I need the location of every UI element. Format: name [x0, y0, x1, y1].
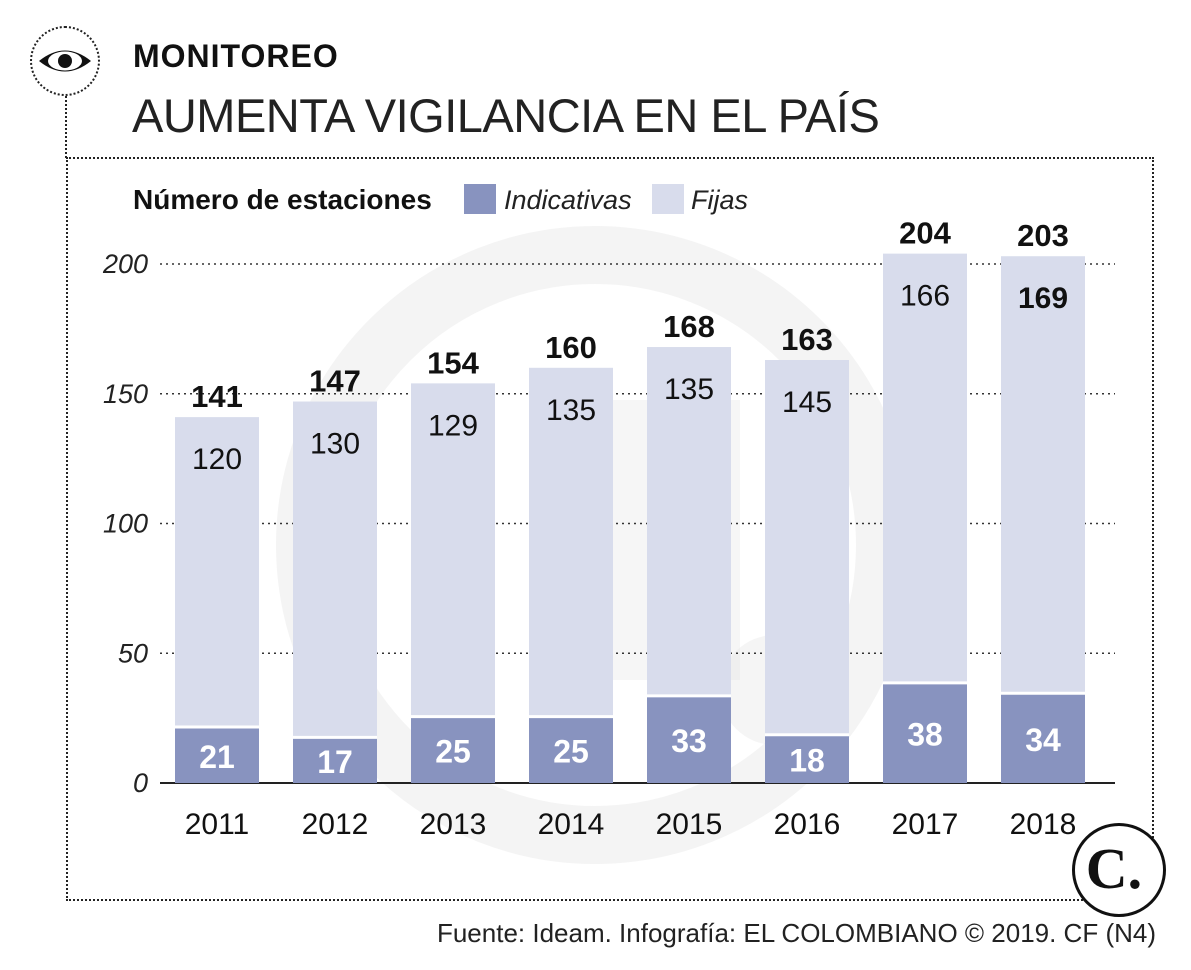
eye-icon	[39, 50, 91, 72]
el-colombiano-logo: C.	[1086, 836, 1142, 901]
x-category-label: 2016	[774, 808, 841, 841]
indicativas-value-label: 18	[789, 743, 825, 779]
fijas-value-label: 145	[782, 386, 832, 419]
x-category-label: 2015	[656, 808, 723, 841]
bar-segment-fijas	[293, 401, 377, 739]
indicativas-value-label: 17	[317, 744, 353, 780]
bar-segment-separator	[411, 715, 495, 719]
indicativas-value-label: 25	[435, 734, 471, 770]
indicativas-value-label: 38	[907, 717, 943, 753]
x-category-label: 2014	[538, 808, 605, 841]
bar-segment-fijas	[175, 417, 259, 729]
y-tick-label: 50	[118, 638, 148, 668]
x-category-label: 2011	[185, 808, 250, 841]
bar-segment-separator	[529, 715, 613, 719]
chart-labels: 21 120 141 2011 17 130 147 2012 25 129 154 2013 25 13…	[185, 216, 1077, 841]
fijas-value-label: 166	[900, 280, 950, 313]
bar-segment-indicativas	[175, 728, 259, 783]
bar-segment-separator	[765, 733, 849, 737]
chart-bars	[175, 253, 1085, 783]
fijas-value-label: 120	[192, 443, 242, 476]
fijas-value-label: 129	[428, 409, 478, 442]
page-title: AUMENTA VIGILANCIA EN EL PAÍS	[132, 89, 880, 142]
fijas-value-label: 135	[664, 373, 714, 406]
total-value-label: 203	[1017, 218, 1069, 253]
chart-legend: Número de estaciones Indicativas Fijas	[133, 184, 748, 215]
kicker-title: MONITOREO	[133, 38, 339, 74]
total-value-label: 204	[899, 216, 951, 251]
x-category-label: 2017	[892, 808, 959, 841]
bar-segment-separator	[1001, 691, 1085, 695]
bar-segment-fijas	[765, 360, 849, 737]
bar-segment-indicativas	[765, 736, 849, 783]
y-tick-label: 0	[133, 768, 148, 798]
svg-text:C.: C.	[1086, 836, 1142, 901]
total-value-label: 168	[663, 309, 715, 344]
bar-segment-fijas	[883, 253, 967, 685]
chart-frame	[66, 157, 1154, 901]
bar-segment-separator	[293, 735, 377, 739]
legend-label-indicativas: Indicativas	[504, 185, 632, 215]
indicativas-value-label: 25	[553, 734, 589, 770]
total-value-label: 160	[545, 330, 597, 365]
indicativas-value-label: 34	[1025, 722, 1061, 758]
bar-segment-fijas	[1001, 256, 1085, 695]
source-credit: Fuente: Ideam. Infografía: EL COLOMBIANO…	[436, 918, 1156, 948]
bar-segment-indicativas	[529, 718, 613, 783]
brand-logo-badge: C.	[1072, 823, 1166, 917]
total-value-label: 163	[781, 322, 833, 357]
y-tick-label: 150	[103, 379, 148, 409]
legend-label-fijas: Fijas	[691, 185, 748, 215]
bar-segment-indicativas	[293, 738, 377, 783]
bar-segment-indicativas	[411, 718, 495, 783]
x-category-label: 2013	[420, 808, 487, 841]
fijas-value-label: 130	[310, 428, 360, 461]
bar-segment-indicativas	[883, 684, 967, 783]
bar-segment-fijas	[647, 347, 731, 698]
legend-swatch-fijas	[652, 184, 684, 214]
chart-title: Número de estaciones	[133, 184, 432, 215]
total-value-label: 154	[427, 345, 479, 380]
indicativas-value-label: 33	[671, 723, 707, 759]
x-category-label: 2012	[302, 808, 369, 841]
bar-segment-fijas	[529, 367, 613, 719]
decorative-leader-line	[65, 96, 67, 158]
fijas-value-label: 169	[1018, 282, 1068, 315]
bar-segment-separator	[647, 694, 731, 698]
bar-segment-indicativas	[647, 697, 731, 783]
legend-swatch-indicativas	[464, 184, 496, 214]
bar-segment-separator	[175, 725, 259, 729]
fijas-value-label: 135	[546, 394, 596, 427]
bar-segment-fijas	[411, 383, 495, 719]
total-value-label: 147	[309, 364, 361, 399]
total-value-label: 141	[191, 379, 243, 414]
y-tick-label: 100	[103, 509, 148, 539]
y-tick-label: 200	[102, 249, 148, 279]
indicativas-value-label: 21	[199, 739, 235, 775]
bar-segment-separator	[883, 681, 967, 685]
x-category-label: 2018	[1010, 808, 1077, 841]
eye-icon-badge	[30, 26, 100, 96]
bar-segment-indicativas	[1001, 694, 1085, 783]
